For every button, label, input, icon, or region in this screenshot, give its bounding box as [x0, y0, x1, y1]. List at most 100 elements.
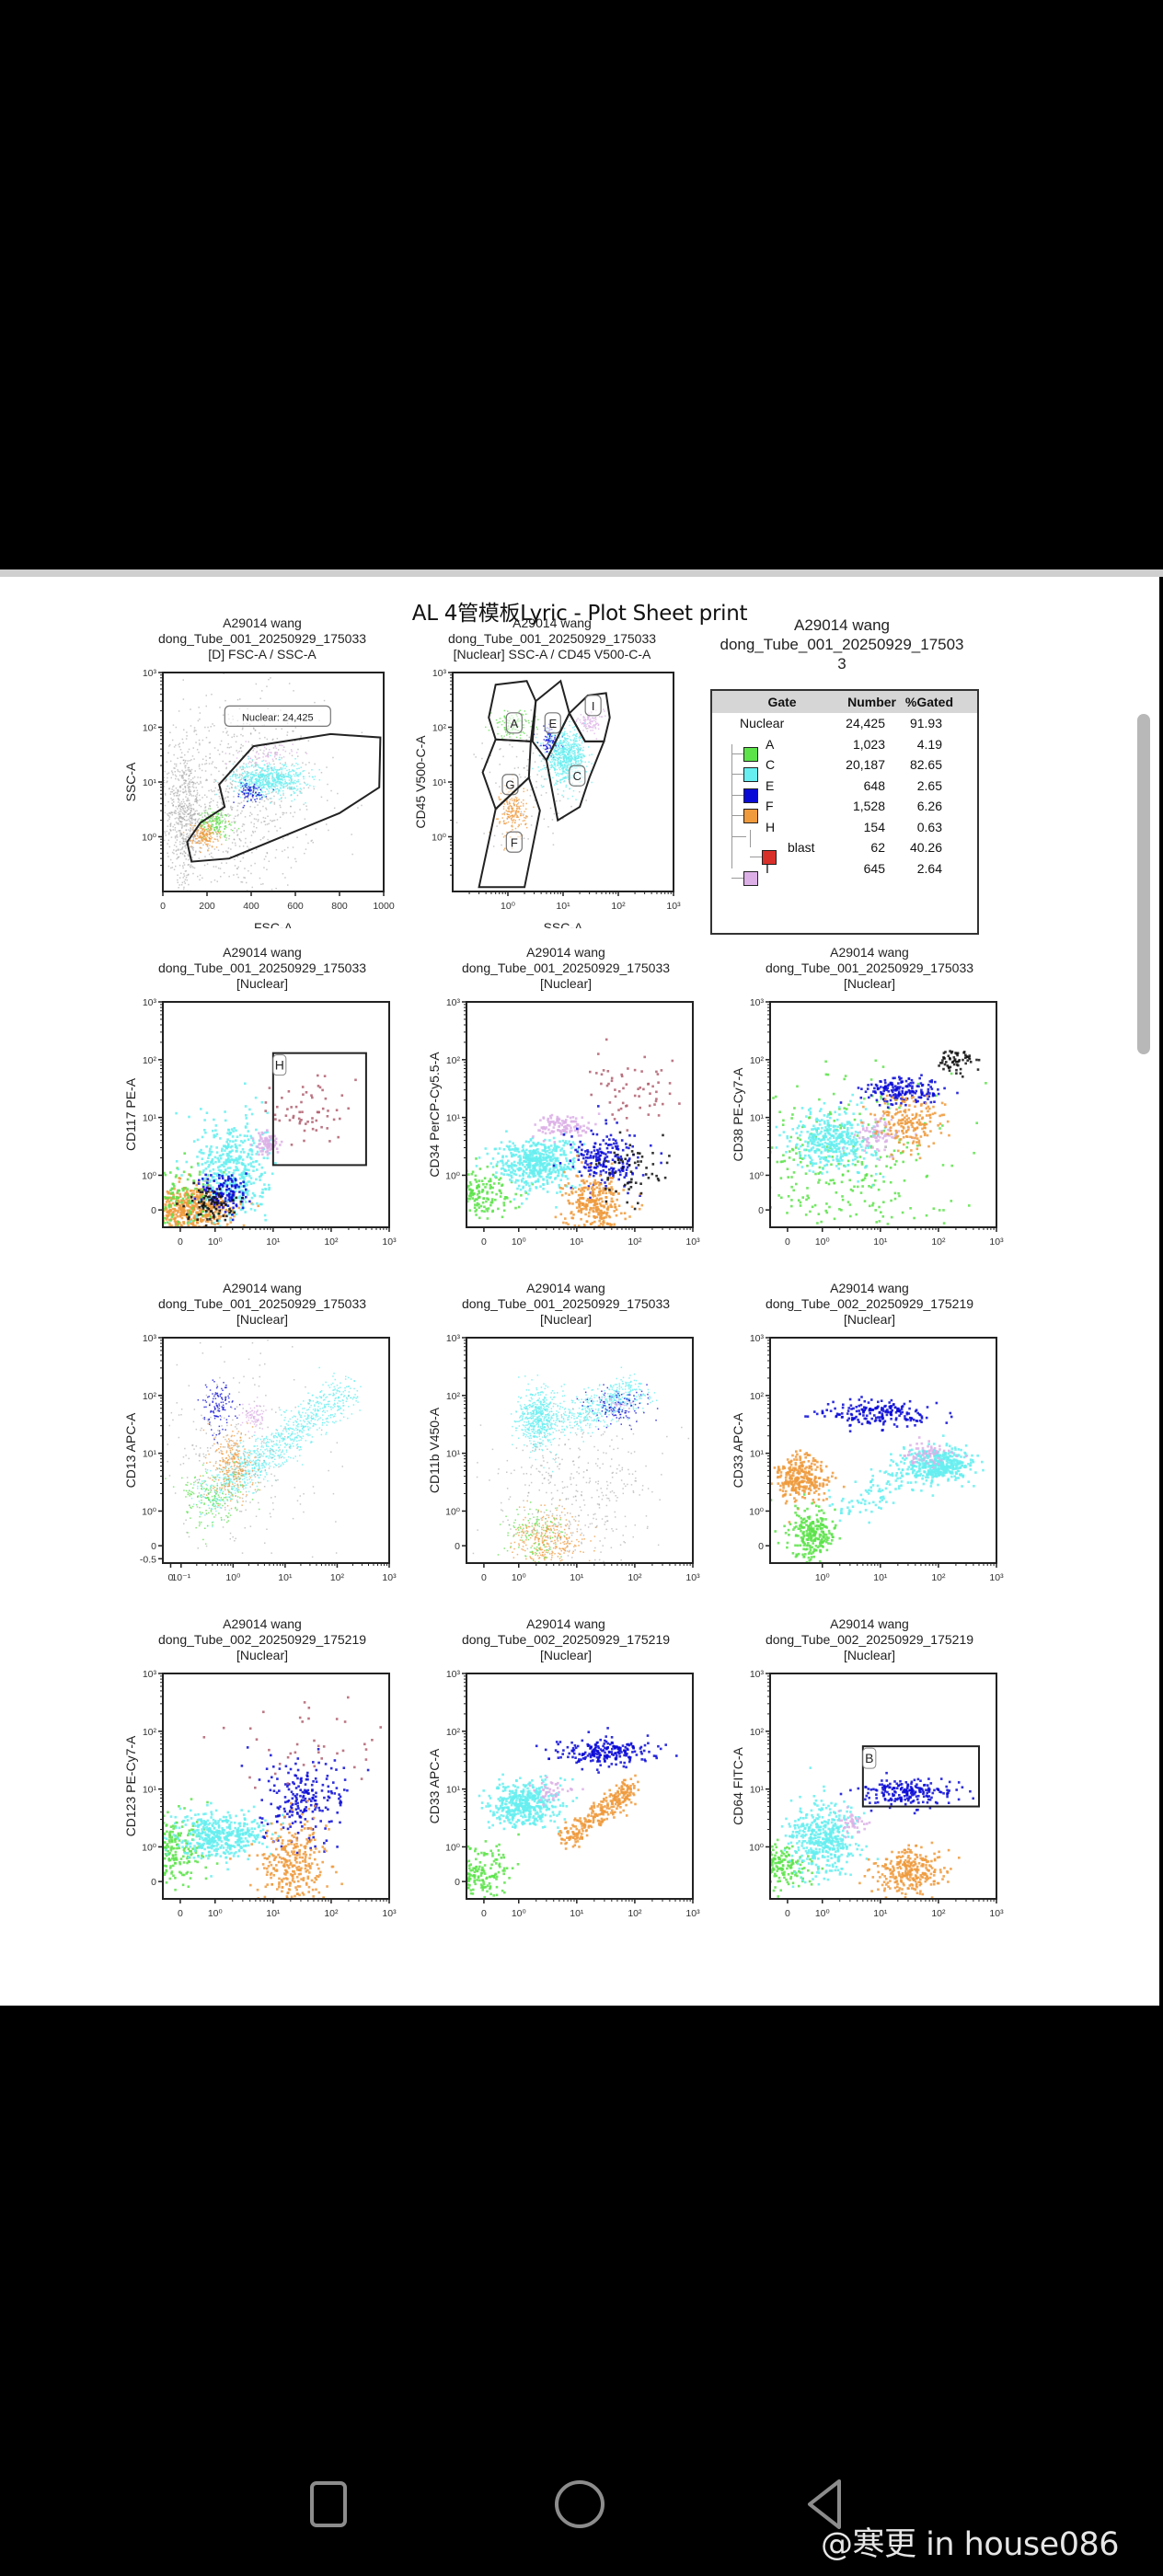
event-dot: [582, 753, 583, 755]
event-dot: [522, 814, 524, 817]
event-dot: [163, 1222, 167, 1225]
gate-c-polygon[interactable]: [545, 711, 605, 822]
event-dot: [182, 771, 184, 773]
event-dot: [304, 852, 305, 855]
event-dot: [200, 842, 202, 844]
event-dot: [568, 747, 570, 749]
plot-sheet-page: AL 4管模板Lyric - Plot Sheet print A29014 w…: [0, 577, 1159, 2006]
event-dot: [566, 764, 569, 766]
event-dot: [543, 725, 545, 727]
event-dot: [193, 824, 196, 827]
event-dot: [551, 765, 553, 767]
event-dot: [189, 820, 190, 822]
event-dot: [177, 808, 178, 810]
event-dot: [594, 720, 597, 723]
event-dot: [148, 814, 150, 816]
event-dot: [213, 1221, 215, 1225]
event-dot: [209, 832, 211, 834]
event-dot: [259, 778, 260, 780]
event-dot: [199, 825, 202, 827]
event-dot: [522, 731, 524, 733]
event-dot: [507, 803, 509, 805]
event-dot: [231, 776, 234, 777]
event-dot: [200, 893, 202, 895]
event-dot: [566, 744, 568, 746]
event-dot: [276, 776, 278, 778]
event-dot: [180, 1174, 183, 1177]
event-dot: [212, 1186, 214, 1190]
event-dot: [258, 819, 259, 821]
event-dot: [160, 1204, 163, 1207]
event-dot: [289, 776, 291, 778]
event-dot: [504, 716, 506, 719]
event-dot: [558, 748, 560, 751]
event-dot: [249, 1134, 252, 1138]
event-dot: [511, 807, 513, 810]
event-dot: [254, 806, 256, 809]
event-dot: [291, 775, 293, 777]
event-dot: [197, 835, 199, 837]
event-dot: [207, 849, 209, 851]
event-dot: [246, 1156, 249, 1158]
event-dot: [565, 777, 568, 779]
event-dot: [564, 753, 566, 755]
event-dot: [566, 741, 569, 742]
event-dot: [228, 746, 230, 749]
event-dot: [167, 865, 170, 868]
event-dot: [243, 793, 246, 796]
event-dot: [497, 726, 499, 729]
event-dot: [292, 743, 294, 745]
event-dot: [189, 1212, 192, 1214]
event-dot: [592, 720, 593, 722]
event-dot: [271, 798, 272, 799]
event-dot: [263, 776, 266, 778]
scatter-plot[interactable]: H010⁰10¹10²10³010⁰10¹10²10³CD34 PerCP-Cy…: [115, 945, 409, 1258]
gate-nuclear-polygon[interactable]: [186, 732, 382, 863]
event-dot: [256, 1202, 259, 1205]
event-dot: [196, 1220, 199, 1224]
event-dot: [184, 845, 186, 847]
event-dot: [287, 775, 290, 777]
event-dot: [530, 726, 532, 728]
event-dot: [244, 766, 246, 769]
event-dot: [250, 790, 252, 792]
event-dot: [236, 1167, 239, 1170]
event-dot: [168, 1202, 171, 1205]
event-dot: [285, 811, 288, 814]
event-dot: [507, 821, 510, 823]
event-dot: [194, 811, 196, 812]
event-dot: [525, 808, 527, 811]
event-dot: [578, 756, 580, 758]
event-dot: [217, 840, 219, 842]
event-dot: [288, 774, 291, 776]
event-dot: [559, 739, 561, 742]
event-dot: [273, 763, 275, 765]
gate-f-polygon[interactable]: [478, 776, 541, 889]
event-dot: [209, 753, 211, 755]
event-dot: [582, 716, 584, 718]
event-dot: [262, 781, 264, 783]
event-dot: [174, 827, 177, 829]
event-dot: [235, 1168, 238, 1172]
event-dot: [516, 797, 518, 799]
event-dot: [589, 721, 592, 723]
event-dot: [582, 754, 585, 756]
event-dot: [523, 724, 524, 726]
event-dot: [251, 782, 254, 784]
event-dot: [200, 776, 202, 778]
event-dot: [257, 757, 259, 759]
event-dot: [157, 1196, 160, 1199]
event-dot: [588, 716, 590, 718]
event-dot: [259, 776, 262, 779]
event-dot: [275, 747, 277, 750]
event-dot: [187, 769, 189, 771]
event-dot: [232, 1130, 235, 1133]
event-dot: [171, 811, 174, 814]
event-dot: [267, 771, 269, 773]
event-dot: [259, 1174, 262, 1178]
event-dot: [256, 758, 258, 760]
event-dot: [248, 1168, 250, 1172]
event-dot: [206, 835, 209, 837]
